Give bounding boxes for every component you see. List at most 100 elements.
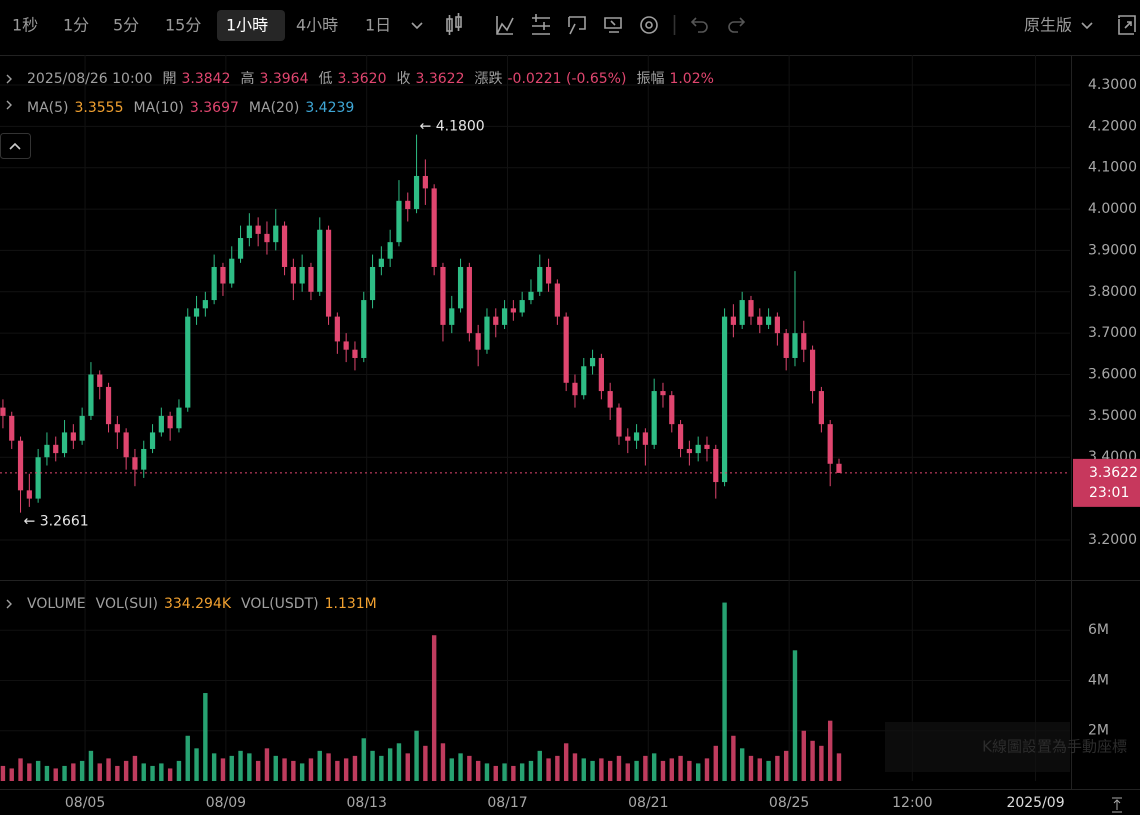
volume-field-label: VOL(SUI) xyxy=(96,596,158,612)
candle-body xyxy=(281,225,288,267)
gear-icon[interactable] xyxy=(640,16,658,34)
volume-bar xyxy=(132,755,138,781)
legend-field-label: 高 xyxy=(241,70,255,87)
volume-bar xyxy=(766,760,771,781)
legend-field-value: 3.3622 xyxy=(416,71,465,87)
volume-bar xyxy=(660,760,666,781)
volume-bar xyxy=(211,753,217,781)
candle-body xyxy=(589,357,596,367)
legend-field-label: 開 xyxy=(163,71,177,87)
x-tick-label: 08/21 xyxy=(628,795,668,811)
candle-body xyxy=(176,407,182,429)
x-tick-label: 2025/09 xyxy=(1006,795,1064,811)
collapse-box[interactable] xyxy=(0,133,31,159)
volume-bar xyxy=(106,758,111,781)
candle-body xyxy=(695,444,701,454)
undo-icon[interactable] xyxy=(690,17,708,33)
volume-bar xyxy=(546,758,551,781)
display-icon[interactable] xyxy=(604,17,622,33)
volume-bar xyxy=(748,755,754,781)
candle-body xyxy=(325,229,332,317)
last-price-label: 3.3622 xyxy=(1089,465,1138,481)
volume-bar xyxy=(247,753,252,781)
candle-body xyxy=(519,300,525,313)
source-menu-chevron[interactable] xyxy=(1081,22,1093,30)
volume-bar xyxy=(273,755,278,781)
candle-type-icon[interactable] xyxy=(446,13,462,35)
volume-bar xyxy=(291,760,296,781)
redo-icon[interactable] xyxy=(728,17,746,33)
interval-button[interactable]: 1小時 xyxy=(226,16,268,35)
countdown-label: 23:01 xyxy=(1089,485,1129,501)
volume-title: VOLUME xyxy=(27,596,86,612)
candle-body xyxy=(105,386,112,425)
scale-icon[interactable] xyxy=(1112,797,1122,813)
ma-label: MA(20) xyxy=(249,100,299,116)
interval-button[interactable]: 1分 xyxy=(63,16,89,35)
volume-bar xyxy=(590,760,595,781)
interval-button[interactable]: 4小時 xyxy=(296,16,338,35)
ma-label: MA(5) xyxy=(27,100,69,116)
volume-tick-label: 4M xyxy=(1088,672,1109,688)
settings-lines-icon[interactable] xyxy=(532,14,550,35)
candle-body xyxy=(739,300,745,325)
candle-body xyxy=(405,200,411,210)
volume-bar xyxy=(414,730,419,781)
draw-icon[interactable] xyxy=(568,16,586,35)
interval-button[interactable]: 5分 xyxy=(113,16,139,35)
volume-bar xyxy=(370,750,375,781)
volume-bar xyxy=(44,765,50,781)
candle-body xyxy=(114,424,120,433)
candle-body xyxy=(633,432,640,441)
volume-bar xyxy=(475,760,481,781)
x-tick-label: 08/17 xyxy=(487,795,527,811)
volume-bar xyxy=(203,693,208,781)
candle-body xyxy=(537,266,543,292)
volume-bar xyxy=(625,763,630,781)
candle-body xyxy=(158,415,164,433)
collapse-button[interactable] xyxy=(0,133,31,159)
candle-body xyxy=(836,463,842,473)
legend-field-value: 3.3964 xyxy=(260,71,309,87)
active-interval-bg[interactable] xyxy=(217,10,285,41)
volume-bar xyxy=(115,765,120,781)
candle-body xyxy=(801,333,807,350)
more-intervals[interactable] xyxy=(411,22,423,30)
volume-bar xyxy=(62,765,67,781)
collapse-chevron[interactable] xyxy=(9,142,21,150)
candle-body xyxy=(369,266,376,301)
interval-button[interactable]: 1秒 xyxy=(12,16,38,35)
candle-body xyxy=(677,424,684,449)
volume-bar xyxy=(563,743,569,781)
volume-bar xyxy=(449,758,454,781)
volume-bar xyxy=(493,765,498,781)
volume-bar xyxy=(678,755,683,781)
candle-body xyxy=(616,407,622,437)
volume-bar xyxy=(616,755,622,781)
candle-body xyxy=(229,258,235,284)
extreme-annotation: ← 4.1800 xyxy=(420,119,485,135)
plot xyxy=(0,55,1070,781)
toolbar-icons[interactable] xyxy=(411,13,1136,35)
candle-body xyxy=(273,225,279,243)
volume-bar xyxy=(299,763,305,781)
candle-body xyxy=(475,333,481,350)
volume-bar xyxy=(396,743,402,781)
interval-button[interactable]: 1日 xyxy=(365,16,391,35)
candle-body xyxy=(669,395,675,425)
source-label[interactable]: 原生版 xyxy=(1024,16,1072,35)
candle-body xyxy=(422,175,428,189)
gear-center xyxy=(645,21,653,29)
indicator-icon[interactable] xyxy=(496,16,514,35)
candle-body xyxy=(704,444,710,449)
interval-button[interactable]: 15分 xyxy=(165,16,201,35)
volume-bar xyxy=(282,758,287,781)
volume-bar xyxy=(528,760,534,781)
legend-datetime: 2025/08/26 10:00 xyxy=(27,71,153,87)
y-tick-label: 3.5000 xyxy=(1088,408,1137,424)
candle-body xyxy=(79,415,85,441)
candle-body xyxy=(61,432,68,454)
fullscreen-icon[interactable] xyxy=(1118,15,1136,35)
volume-bar xyxy=(71,763,76,781)
volume-bar xyxy=(264,748,270,781)
